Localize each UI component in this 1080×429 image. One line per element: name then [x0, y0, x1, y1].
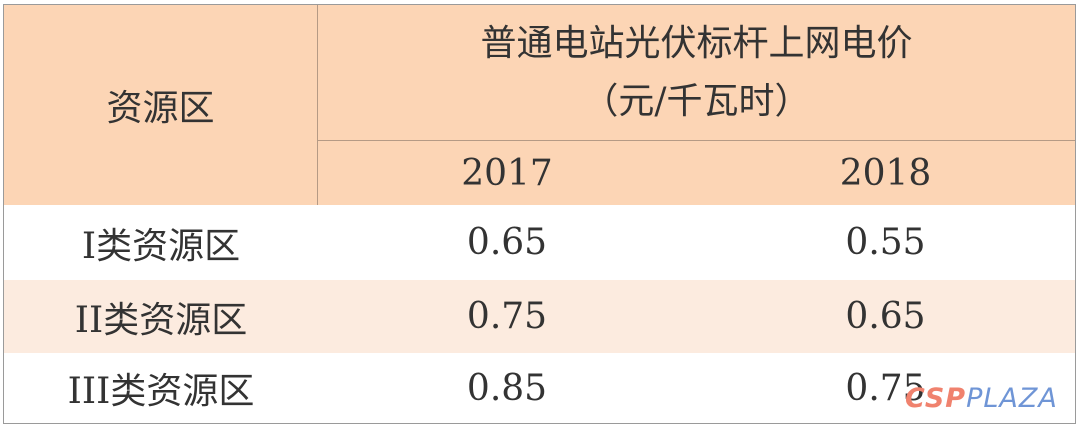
price-2018-cell: 0.55 — [845, 222, 926, 263]
table-row: III类资源区 0.85 0.75 — [4, 353, 1075, 423]
price-header-title: 普通电站光伏标杆上网电价 — [480, 22, 913, 64]
year-header-2018: 2018 — [696, 141, 1075, 205]
year-header-2017: 2017 — [318, 141, 696, 205]
region-cell: I类资源区 — [81, 225, 241, 267]
price-2017-cell: 0.75 — [466, 296, 548, 337]
table-row: II类资源区 0.75 0.65 — [4, 280, 1075, 353]
price-2018-cell: 0.75 — [845, 367, 926, 409]
watermark-part1: CSP — [905, 383, 967, 414]
table-row: I类资源区 0.65 0.55 — [4, 205, 1075, 280]
region-header: 资源区 — [4, 5, 318, 205]
watermark-part2: PLAZA — [966, 383, 1058, 414]
watermark-logo: CSPPLAZA — [905, 383, 1058, 414]
year-2018-label: 2018 — [839, 152, 932, 194]
price-2018-cell: 0.65 — [845, 296, 926, 337]
tariff-table: 资源区 普通电站光伏标杆上网电价 （元/千瓦时） 2017 2018 I类资源区… — [3, 4, 1076, 424]
region-cell: II类资源区 — [74, 299, 248, 341]
price-2017-cell: 0.65 — [466, 222, 548, 263]
price-2017-cell: 0.85 — [466, 367, 548, 409]
region-header-label: 资源区 — [106, 88, 215, 129]
price-header-unit: （元/千瓦时） — [582, 80, 811, 122]
year-2017-label: 2017 — [461, 152, 553, 194]
region-cell: III类资源区 — [67, 371, 255, 412]
price-header: 普通电站光伏标杆上网电价 （元/千瓦时） — [318, 5, 1075, 141]
